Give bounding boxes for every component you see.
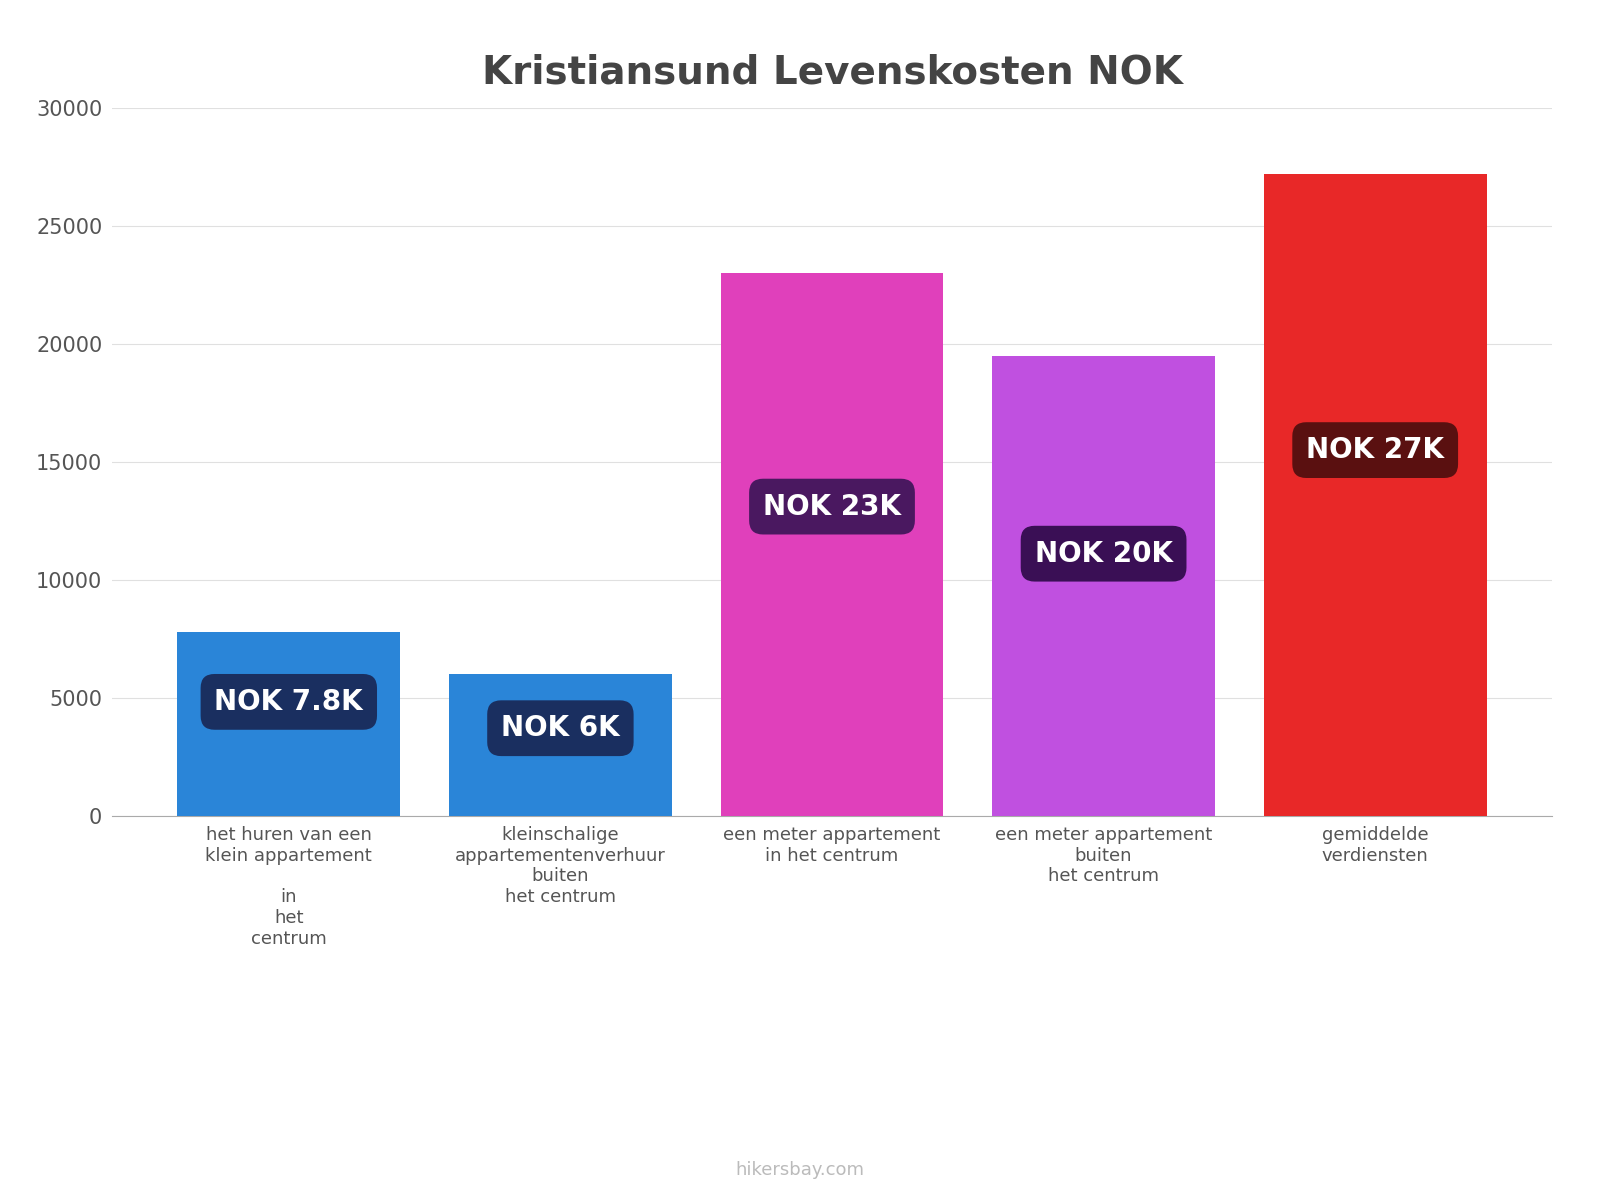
Bar [178,632,400,816]
Text: NOK 23K: NOK 23K [763,493,901,521]
Text: NOK 20K: NOK 20K [1035,540,1173,568]
Bar [1264,174,1486,816]
Title: Kristiansund Levenskosten NOK: Kristiansund Levenskosten NOK [482,53,1182,91]
Text: NOK 7.8K: NOK 7.8K [214,688,363,716]
Text: hikersbay.com: hikersbay.com [736,1162,864,1178]
Bar [720,274,944,816]
Bar [992,355,1214,816]
Bar [450,674,672,816]
Text: NOK 6K: NOK 6K [501,714,619,743]
Text: NOK 27K: NOK 27K [1306,436,1445,464]
